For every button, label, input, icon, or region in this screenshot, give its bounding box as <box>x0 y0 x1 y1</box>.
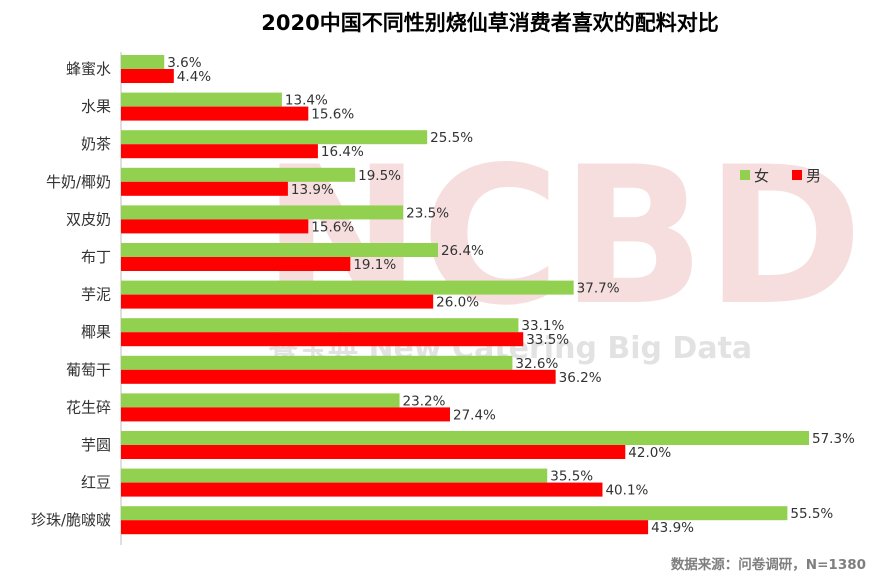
legend-swatch-male <box>792 170 802 180</box>
value-label-female: 35.5% <box>550 469 593 485</box>
value-label-male: 43.9% <box>651 520 694 536</box>
value-label-female: 23.2% <box>403 393 446 409</box>
bar-male <box>121 69 174 83</box>
bar-male <box>121 445 626 459</box>
value-label-female: 57.3% <box>812 431 855 447</box>
bar-female <box>121 167 356 182</box>
bar-male <box>121 181 288 196</box>
bar-female <box>121 205 404 220</box>
bar-female <box>121 280 574 295</box>
bar-female <box>121 130 428 145</box>
bar-female <box>121 468 548 483</box>
value-label-male: 15.6% <box>311 219 354 235</box>
value-label-female: 37.7% <box>577 281 620 297</box>
legend-swatch-female <box>740 170 750 180</box>
category-label: 双皮奶 <box>66 210 111 228</box>
category-label: 芋圆 <box>81 436 111 454</box>
watermark-logo-text: NCBD <box>262 126 863 347</box>
bar-male <box>121 219 309 234</box>
chart-title: 2020中国不同性别烧仙草消费者喜欢的配料对比 <box>261 11 718 35</box>
legend-label-female: 女 <box>754 167 769 185</box>
bar-male <box>121 332 524 347</box>
bar-female <box>121 55 165 69</box>
value-labels-layer: 3.6%4.4%13.4%15.6%25.5%16.4%19.5%13.9%23… <box>167 55 855 536</box>
bar-male <box>121 257 351 271</box>
category-label: 红豆 <box>81 474 111 492</box>
category-label: 奶茶 <box>81 135 111 153</box>
value-label-male: 16.4% <box>321 144 364 160</box>
category-label: 牛奶/椰奶 <box>46 173 111 191</box>
bar-female <box>121 393 400 408</box>
category-label: 蜂蜜水 <box>66 60 111 78</box>
value-label-male: 19.1% <box>353 257 396 273</box>
value-label-male: 4.4% <box>177 69 211 85</box>
bar-male <box>121 106 309 121</box>
legend: 女 男 <box>740 167 821 185</box>
category-label: 椰果 <box>81 323 111 341</box>
category-label: 水果 <box>81 98 111 116</box>
bar-female <box>121 506 788 521</box>
bar-male <box>121 482 603 497</box>
legend-label-male: 男 <box>806 167 821 185</box>
bar-female <box>121 243 438 257</box>
value-label-female: 19.5% <box>358 168 401 184</box>
bars-layer <box>121 55 809 535</box>
watermark: NCBD 餐宝典 New Catering Big Data <box>262 126 863 366</box>
value-label-male: 42.0% <box>628 445 671 461</box>
value-label-male: 40.1% <box>605 483 648 499</box>
value-label-female: 33.1% <box>521 318 564 334</box>
category-label: 芋泥 <box>81 286 111 304</box>
category-label: 花生碎 <box>66 398 111 416</box>
bar-female <box>121 355 513 370</box>
bar-male <box>121 407 450 422</box>
bar-male <box>121 520 649 535</box>
category-label: 葡萄干 <box>66 361 111 379</box>
source-note: 数据来源：问卷调研，N=1380 <box>671 556 866 573</box>
value-label-female: 13.4% <box>285 93 328 109</box>
value-label-female: 55.5% <box>790 506 833 522</box>
bar-female <box>121 318 519 333</box>
category-label: 布丁 <box>81 248 111 266</box>
bar-female <box>121 92 282 107</box>
bar-male <box>121 144 318 159</box>
value-label-female: 3.6% <box>167 55 201 71</box>
value-label-male: 36.2% <box>559 370 602 386</box>
value-label-male: 33.5% <box>526 332 569 348</box>
value-label-male: 27.4% <box>453 407 496 423</box>
bar-male <box>121 294 434 309</box>
value-label-male: 26.0% <box>436 295 479 311</box>
value-label-female: 32.6% <box>515 356 558 372</box>
value-label-male: 13.9% <box>291 182 334 198</box>
value-label-female: 25.5% <box>430 130 473 146</box>
category-label: 珍珠/脆啵啵 <box>31 511 111 529</box>
value-label-male: 15.6% <box>311 107 354 123</box>
value-label-female: 23.5% <box>406 205 449 221</box>
value-label-female: 26.4% <box>441 243 484 259</box>
bar-male <box>121 369 556 384</box>
bar-female <box>121 431 809 445</box>
